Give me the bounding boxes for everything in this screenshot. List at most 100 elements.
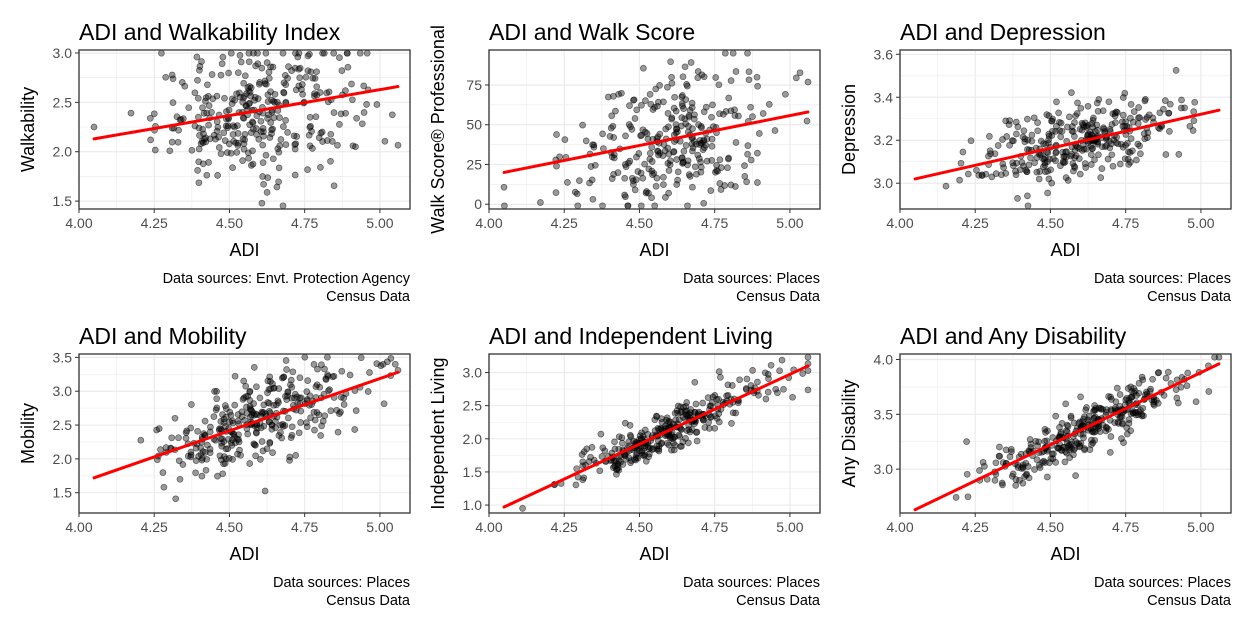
data-point: [708, 113, 715, 121]
data-point: [353, 114, 360, 122]
data-point: [297, 419, 304, 426]
panel-mobility: 4.00 4.25 4.50 4.75 5.00 1.5 2.0 2.5 3.0 3.5 ADI a…: [0, 304, 411, 609]
data-point: [600, 145, 607, 152]
data-point: [1135, 114, 1142, 122]
data-point: [712, 74, 720, 81]
data-point: [317, 432, 325, 439]
data-point: [586, 179, 593, 187]
data-point: [313, 409, 321, 416]
x-tick-label: 4.75: [701, 215, 728, 231]
data-point: [724, 392, 732, 399]
data-point: [284, 74, 291, 82]
data-point: [273, 183, 281, 191]
data-point: [1041, 426, 1049, 433]
data-point: [1056, 118, 1063, 126]
data-point: [236, 89, 243, 97]
data-point: [185, 104, 193, 112]
data-point: [699, 399, 707, 407]
data-point: [192, 457, 200, 464]
data-point: [201, 417, 209, 425]
data-point: [247, 129, 255, 136]
data-point: [1156, 125, 1163, 133]
data-point: [1099, 405, 1106, 413]
data-point: [700, 416, 707, 424]
data-point: [239, 114, 247, 122]
data-point: [999, 136, 1006, 143]
data-point: [1127, 114, 1134, 122]
data-point: [720, 110, 727, 118]
data-point: [693, 437, 701, 445]
data-point: [641, 160, 648, 168]
data-point: [307, 68, 315, 76]
data-point: [205, 121, 212, 129]
data-point: [257, 117, 265, 125]
data-point: [219, 53, 227, 61]
data-point: [629, 177, 637, 185]
y-tick-label: 75: [466, 77, 482, 93]
data-point: [151, 146, 159, 154]
data-point: [648, 143, 656, 151]
data-point: [292, 452, 300, 459]
data-point: [732, 139, 740, 146]
data-point: [214, 172, 221, 179]
data-point: [213, 395, 221, 403]
x-tick-label: 4.00: [475, 215, 502, 231]
data-point: [1164, 368, 1172, 376]
data-point: [1087, 161, 1095, 168]
data-point: [1052, 128, 1060, 135]
x-axis-title: ADI: [1050, 240, 1080, 260]
data-point: [1062, 174, 1070, 181]
data-point: [804, 353, 812, 361]
data-point: [198, 472, 206, 480]
y-tick-label: 0: [474, 196, 482, 212]
data-point: [216, 452, 224, 460]
data-point: [1047, 455, 1055, 462]
data-point: [250, 364, 258, 371]
data-point: [229, 131, 237, 138]
x-axis-title: ADI: [1050, 544, 1080, 564]
data-point: [310, 361, 318, 368]
data-point: [259, 141, 267, 149]
data-point: [1070, 419, 1078, 427]
data-point: [1066, 443, 1074, 451]
data-point: [611, 438, 618, 446]
data-point: [1033, 168, 1041, 176]
data-point: [716, 180, 724, 187]
data-point: [654, 102, 661, 110]
data-point: [239, 157, 246, 164]
data-point: [244, 149, 252, 157]
data-point: [326, 386, 333, 393]
data-point: [324, 353, 331, 361]
caption-line: Census Data: [326, 289, 411, 305]
data-point: [639, 451, 647, 459]
data-point: [302, 73, 310, 81]
data-point: [217, 418, 225, 425]
plot-area: [78, 50, 410, 209]
data-point: [244, 84, 252, 91]
data-point: [1090, 415, 1098, 422]
data-point: [276, 114, 283, 121]
data-point: [1161, 97, 1169, 104]
data-point: [282, 141, 290, 148]
data-point: [241, 130, 249, 138]
data-point: [700, 199, 708, 207]
data-point: [1039, 155, 1047, 163]
data-point: [1112, 398, 1120, 406]
x-tick-label: 4.50: [216, 215, 243, 231]
data-point: [1070, 167, 1077, 175]
data-point: [692, 400, 700, 408]
data-point: [187, 424, 195, 432]
data-point: [1071, 133, 1078, 140]
scatter-points: [90, 49, 402, 210]
data-point: [776, 367, 783, 375]
data-point: [685, 122, 692, 130]
data-point: [641, 426, 649, 434]
x-tick-label: 4.25: [962, 215, 989, 231]
data-point: [956, 176, 963, 184]
data-point: [269, 63, 277, 71]
data-point: [313, 83, 321, 91]
data-point: [1135, 104, 1142, 111]
data-point: [1125, 161, 1133, 168]
data-point: [1137, 150, 1144, 158]
data-point: [212, 135, 219, 143]
